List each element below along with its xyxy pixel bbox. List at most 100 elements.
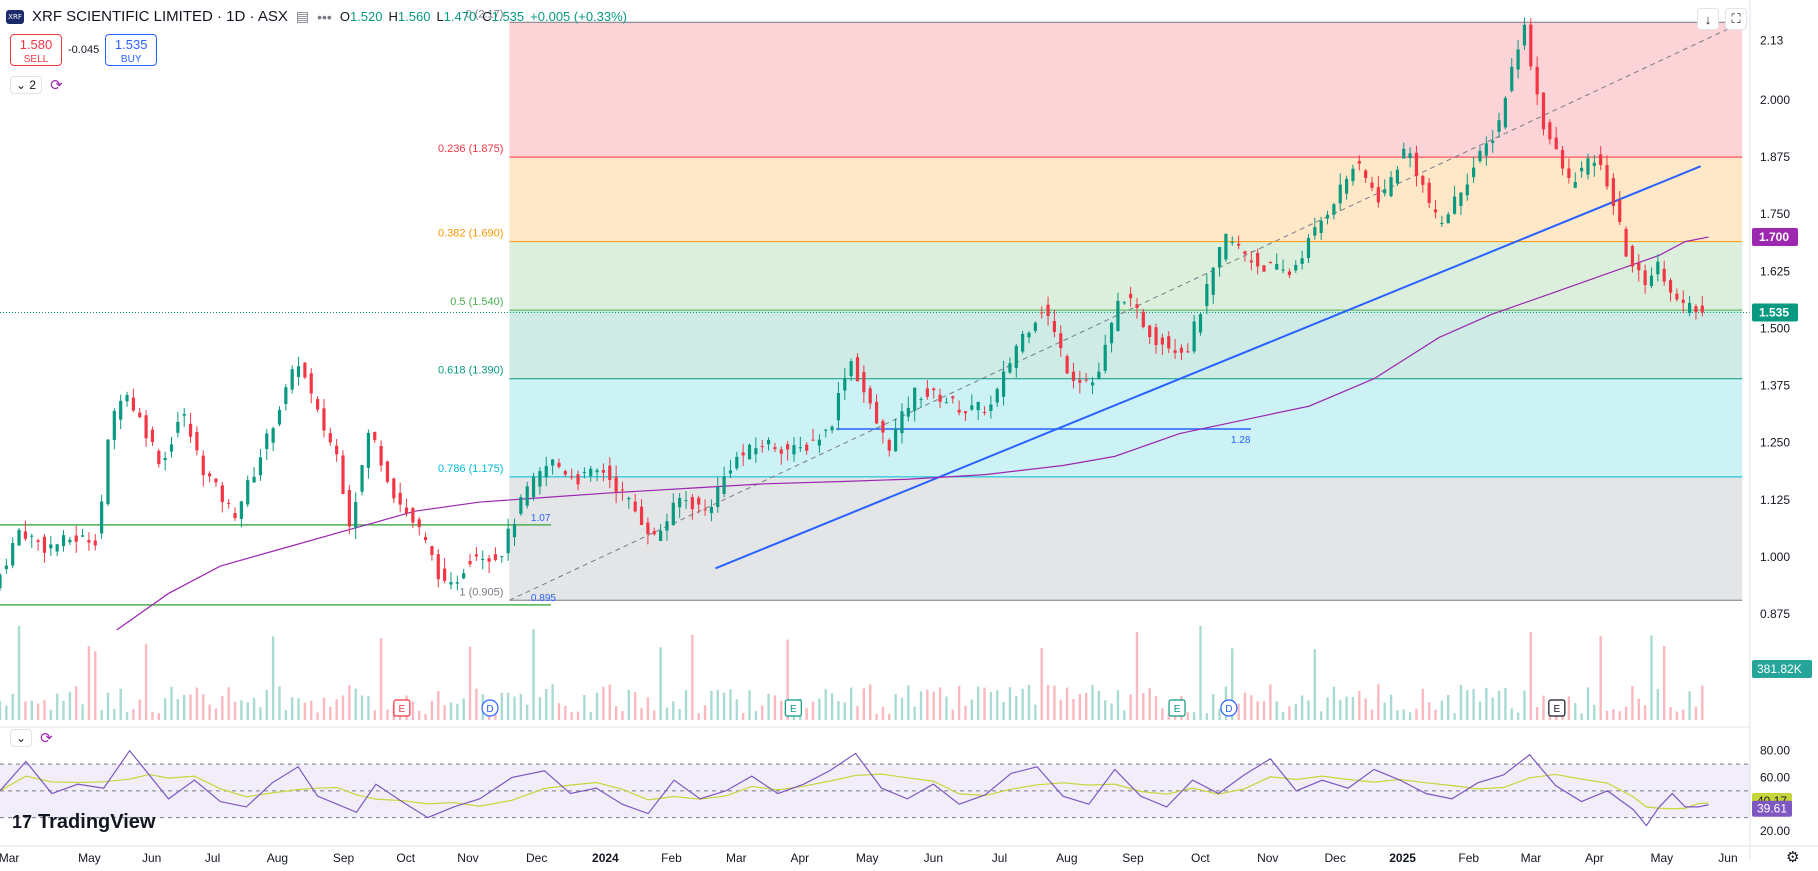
- more-dots-icon[interactable]: •••: [317, 8, 332, 25]
- sell-button[interactable]: 1.580 SELL: [10, 34, 62, 66]
- candle-body: [627, 497, 631, 500]
- volume-bar: [1675, 711, 1679, 720]
- candle-body: [322, 408, 326, 431]
- volume-bar: [1307, 700, 1310, 720]
- volume-bar: [1688, 691, 1691, 720]
- price-tick-label: 2.000: [1760, 93, 1790, 107]
- volume-bar: [589, 712, 592, 720]
- sell-price: 1.580: [19, 37, 53, 52]
- ohlc-key: H: [388, 9, 398, 24]
- price-label-text: 1.535: [1759, 305, 1789, 319]
- candle-body: [1484, 143, 1488, 156]
- time-tick-label: 2024: [592, 851, 619, 865]
- volume-bar: [1008, 687, 1012, 720]
- moving-average: [116, 236, 1709, 631]
- volume-bar: [68, 691, 72, 720]
- volume-bar: [418, 710, 421, 720]
- price-tick-label: 2.13: [1760, 34, 1784, 48]
- candle-body: [462, 573, 466, 579]
- candle-body: [1605, 165, 1609, 187]
- eye-off-icon[interactable]: ▤: [295, 8, 310, 24]
- gear-icon[interactable]: ⚙: [1786, 849, 1800, 866]
- volume-bar: [1662, 646, 1666, 720]
- volume-bar: [805, 708, 808, 720]
- candle-body: [944, 402, 949, 404]
- volume-bar: [214, 708, 218, 720]
- candle-body: [423, 536, 428, 541]
- volume-bar: [1002, 701, 1005, 720]
- volume-bar: [183, 694, 186, 720]
- volume-bar: [449, 702, 453, 720]
- candle-body: [570, 476, 574, 478]
- volume-bar: [265, 689, 268, 720]
- volume-bar: [1472, 689, 1475, 720]
- volume-bar: [646, 697, 650, 720]
- refresh-icon[interactable]: ⟳: [50, 77, 63, 94]
- volume-bar: [1313, 649, 1317, 720]
- candle-body: [138, 412, 142, 418]
- volume-bar: [627, 689, 631, 720]
- candle-body: [1687, 302, 1692, 314]
- volume-bar: [246, 702, 249, 720]
- volume-bar: [526, 704, 529, 720]
- volume-bar: [62, 700, 65, 720]
- rsi-collapse-button[interactable]: ⌄: [10, 729, 33, 747]
- volume-bar: [1326, 697, 1329, 720]
- fib-zone: [509, 241, 1743, 311]
- time-axis: Mar May Jun Jul Aug Sep Oct Nov Dec 2024 Feb Mar Apr…: [0, 845, 1818, 865]
- volume-bar: [55, 693, 59, 720]
- candle-body: [1446, 214, 1450, 224]
- candle-body: [1230, 241, 1234, 243]
- price-axis: 2.13 2.000 1.875 1.750 1.625 1.500 1.375 1.250 1…: [1749, 0, 1818, 871]
- volume-bar: [519, 693, 523, 720]
- volume-bar: [729, 689, 732, 720]
- volume-bar: [1294, 704, 1297, 720]
- candle-body: [182, 414, 186, 416]
- candle-body: [1090, 382, 1095, 386]
- volume-bar: [862, 688, 866, 720]
- time-tick-label: Mar: [1521, 851, 1542, 865]
- candle-body: [1554, 137, 1558, 150]
- candle-body: [265, 433, 269, 450]
- time-tick-label: May: [78, 851, 101, 865]
- candle-body: [1008, 363, 1012, 373]
- volume-bar: [125, 712, 129, 720]
- volume-bar: [741, 712, 745, 720]
- event-marker-dividend: [481, 699, 499, 717]
- candle-body: [652, 530, 656, 535]
- candle-body: [1325, 214, 1330, 219]
- time-tick-label: Apr: [1585, 851, 1604, 865]
- price-label-badge: [1752, 303, 1798, 322]
- volume-bar: [1478, 701, 1482, 720]
- indicators-collapse-button[interactable]: ⌄ 2: [10, 76, 43, 94]
- fullscreen-icon[interactable]: ⛶: [1725, 8, 1747, 30]
- volume-bar: [926, 689, 929, 720]
- buy-button[interactable]: 1.535 BUY: [105, 34, 158, 66]
- volume-bar: [564, 705, 567, 720]
- rsi-tick-label: 60.00: [1760, 770, 1790, 784]
- candle-body: [614, 476, 618, 492]
- ohlc-item: +0.005 (+0.33%): [530, 9, 627, 24]
- candle-body: [1211, 267, 1215, 295]
- volume-bar: [11, 693, 14, 720]
- arrow-down-icon[interactable]: ↓: [1697, 8, 1719, 30]
- volume-bar: [49, 709, 53, 720]
- volume-bar: [1243, 692, 1247, 720]
- volume-bar: [1383, 702, 1386, 720]
- candle-body: [906, 407, 910, 417]
- volume-bar: [1199, 625, 1202, 720]
- volume-bar: [653, 710, 656, 720]
- symbol-title[interactable]: XRF SCIENTIFIC LIMITED · 1D · ASX: [32, 8, 288, 25]
- volume-bar: [513, 696, 516, 720]
- time-tick-label: 2025: [1389, 851, 1416, 865]
- candle-body: [932, 388, 936, 391]
- refresh-icon[interactable]: ⟳: [40, 730, 53, 747]
- candle-body: [233, 512, 237, 519]
- candle-body: [1268, 262, 1272, 264]
- candle-body: [239, 501, 243, 519]
- tradingview-logo[interactable]: 17 TradingView: [12, 811, 155, 834]
- volume-bar: [888, 713, 891, 720]
- candle-body: [970, 405, 974, 410]
- candle-body: [1427, 182, 1431, 204]
